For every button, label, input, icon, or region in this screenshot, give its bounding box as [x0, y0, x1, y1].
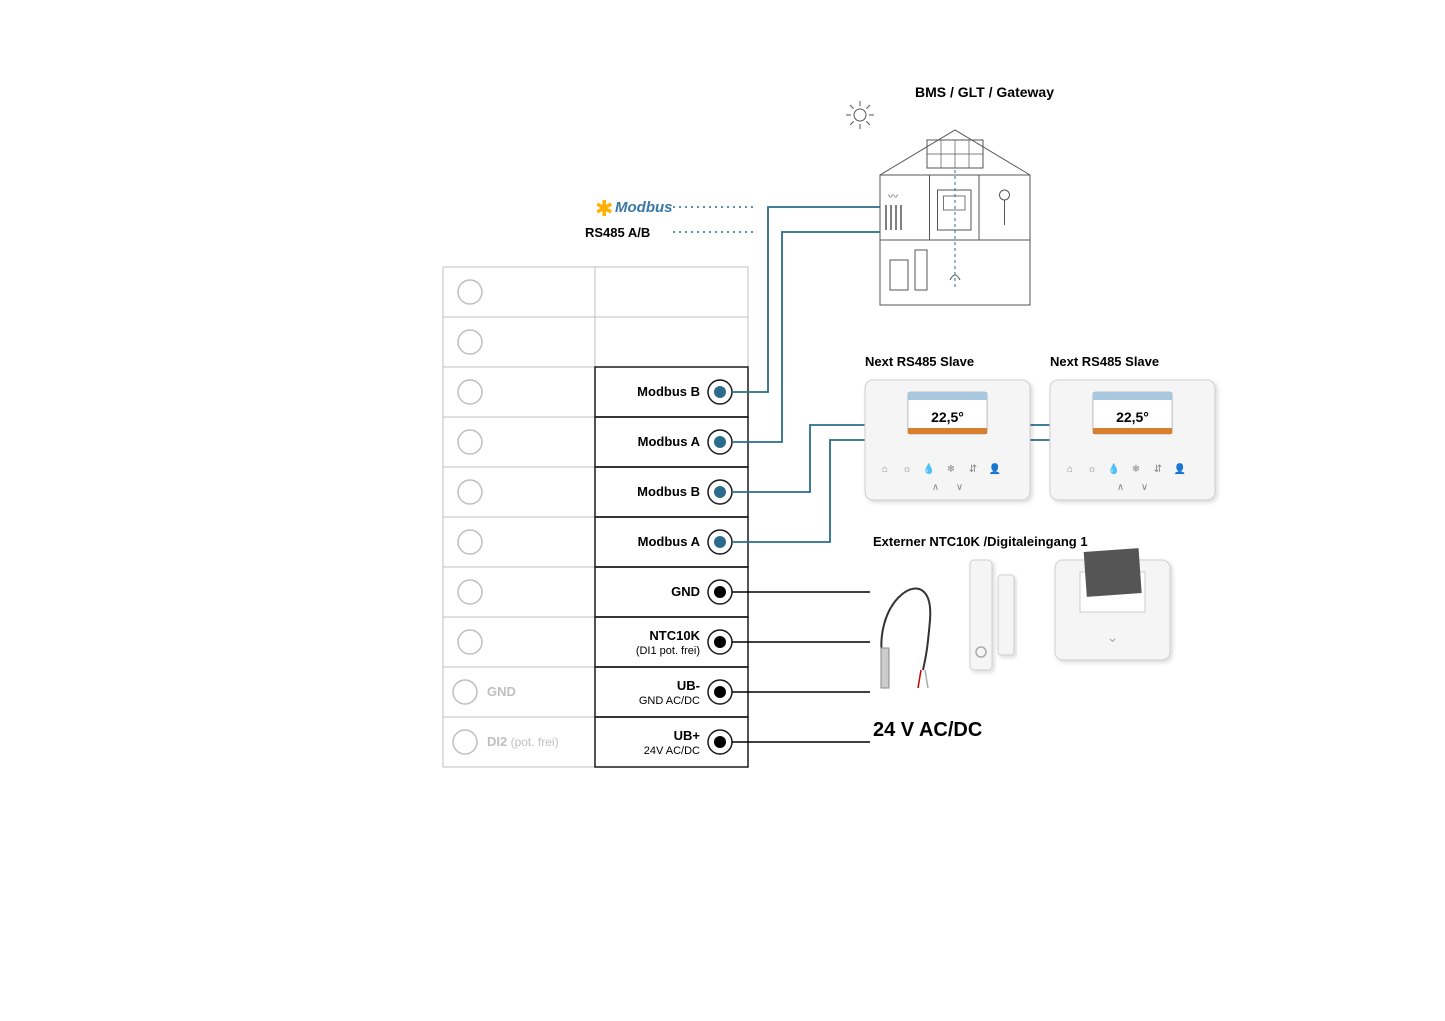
- wire-modbus-b-top: [732, 207, 880, 392]
- slave-device-2-caret: ∧: [1117, 482, 1124, 493]
- right-terminal-dot: [714, 386, 726, 398]
- right-terminal-sub: 24V AC/DC: [644, 745, 700, 757]
- left-terminal-circle: [458, 630, 482, 654]
- door-contact-magnet: [998, 575, 1014, 655]
- terminal-left-cell: [443, 417, 595, 467]
- right-terminal-dot: [714, 486, 726, 498]
- slave-device-1-btn-icon: 💧: [923, 462, 935, 475]
- right-terminal-dot: [714, 686, 726, 698]
- ntc-wire-red: [918, 670, 921, 688]
- right-terminal-label: Modbus B: [637, 384, 700, 399]
- sun-icon: [854, 109, 866, 121]
- slave-device-1-btn-icon: 👤: [989, 462, 1001, 475]
- terminal-left-cell: [443, 267, 595, 317]
- slave-device-1-btn-icon: ❄: [947, 464, 955, 475]
- sun-ray: [850, 105, 854, 109]
- left-terminal-circle: [458, 530, 482, 554]
- right-terminal-dot: [714, 586, 726, 598]
- slave-device-1-label: Next RS485 Slave: [865, 354, 974, 369]
- slave-device-1-screen-header: [908, 392, 987, 400]
- right-terminal-dot: [714, 636, 726, 648]
- terminal-left-cell: [443, 317, 595, 367]
- card-chevron-icon: ⌄: [1107, 629, 1119, 645]
- left-terminal-label: DI2 (pot. frei): [487, 734, 559, 749]
- modbus-logo-icon: ✱: [595, 196, 613, 221]
- wire-modbus-b-slave: [732, 425, 865, 492]
- right-terminal-label: UB-: [677, 678, 700, 693]
- left-terminal-circle: [453, 680, 477, 704]
- ntc-sensor-probe: [881, 648, 889, 688]
- right-terminal-label: Modbus A: [638, 434, 701, 449]
- sun-ray: [866, 121, 870, 125]
- right-terminal-label: UB+: [674, 728, 701, 743]
- slave-device-1-temp: 22,5°: [931, 409, 964, 425]
- right-terminal-dot: [714, 536, 726, 548]
- slave-device-2-btn-icon: ⌂: [1067, 464, 1073, 475]
- slave-device-2-btn-icon: ⇵: [1154, 464, 1162, 475]
- right-terminal-label: Modbus B: [637, 484, 700, 499]
- terminal-left-cell: [443, 517, 595, 567]
- modbus-logo-text: Modbus: [615, 199, 673, 216]
- slave-device-2-label: Next RS485 Slave: [1050, 354, 1159, 369]
- power-label: 24 V AC/DC: [873, 719, 982, 741]
- left-terminal-circle: [458, 280, 482, 304]
- slave-device-1-caret: ∧: [932, 482, 939, 493]
- slave-device-2-caret: ∨: [1141, 482, 1148, 493]
- slave-device-1-screen-footer: [908, 428, 987, 434]
- slave-device-1-btn-icon: ⇵: [969, 464, 977, 475]
- terminal-left-cell: [443, 367, 595, 417]
- left-terminal-circle: [458, 330, 482, 354]
- slave-device-1-btn-icon: ⌂: [882, 464, 888, 475]
- ntc-label: Externer NTC10K /Digitaleingang 1: [873, 534, 1088, 549]
- svg-text:〰: 〰: [888, 192, 898, 203]
- right-terminal-label: Modbus A: [638, 534, 701, 549]
- slave-device-1-caret: ∨: [956, 482, 963, 493]
- ntc-wire-white: [925, 670, 928, 688]
- left-terminal-circle: [458, 580, 482, 604]
- left-terminal-circle: [458, 430, 482, 454]
- slave-device-2-btn-icon: ☼: [1087, 464, 1096, 475]
- bms-label: BMS / GLT / Gateway: [915, 84, 1054, 100]
- terminal-right-cell: [595, 317, 748, 367]
- slave-device-2-btn-icon: 👤: [1174, 462, 1186, 475]
- sun-ray: [866, 105, 870, 109]
- right-terminal-dot: [714, 436, 726, 448]
- right-terminal-sub: GND AC/DC: [639, 695, 700, 707]
- right-terminal-label: NTC10K: [649, 628, 700, 643]
- terminal-left-cell: [443, 467, 595, 517]
- left-terminal-circle: [458, 380, 482, 404]
- left-terminal-circle: [453, 730, 477, 754]
- left-terminal-circle: [458, 480, 482, 504]
- right-terminal-sub: (DI1 pot. frei): [636, 645, 700, 657]
- right-terminal-dot: [714, 736, 726, 748]
- rs485-label: RS485 A/B: [585, 225, 650, 240]
- wire-modbus-a-slave: [732, 440, 865, 542]
- slave-device-1-btn-icon: ☼: [902, 464, 911, 475]
- slave-device-2-btn-icon: 💧: [1108, 462, 1120, 475]
- right-terminal-label: GND: [671, 584, 700, 599]
- sun-ray: [850, 121, 854, 125]
- terminal-left-cell: [443, 567, 595, 617]
- terminal-right-cell: [595, 267, 748, 317]
- slave-device-2-btn-icon: ❄: [1132, 464, 1140, 475]
- slave-device-2-temp: 22,5°: [1116, 409, 1149, 425]
- slave-device-2-screen-footer: [1093, 428, 1172, 434]
- terminal-left-cell: [443, 617, 595, 667]
- left-terminal-label: GND: [487, 684, 516, 699]
- slave-device-2-screen-header: [1093, 392, 1172, 400]
- terminal-left-cell: [443, 667, 595, 717]
- door-contact-main: [970, 560, 992, 670]
- key-card: [1084, 548, 1142, 597]
- boiler-icon: [890, 260, 908, 290]
- wire-modbus-a-top: [732, 232, 880, 442]
